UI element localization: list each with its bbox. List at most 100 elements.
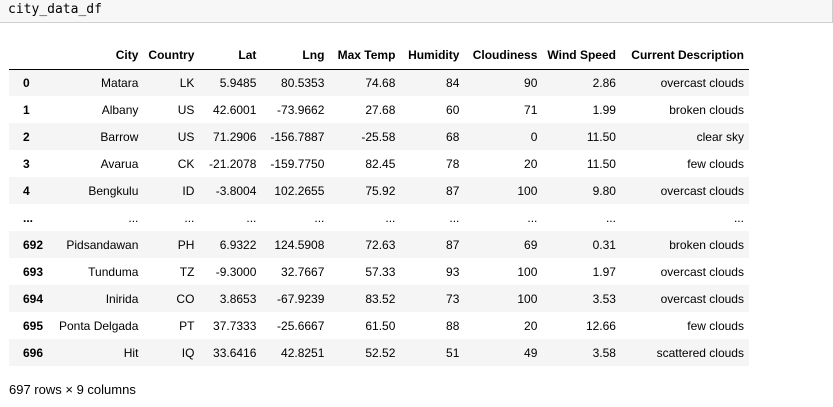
row-index: ... <box>23 210 34 225</box>
table-cell: scattered clouds <box>656 345 744 360</box>
row-index: 3 <box>23 156 30 171</box>
table-cell: 75.92 <box>365 183 396 198</box>
table-cell: 84 <box>446 75 460 90</box>
table-cell: Barrow <box>100 129 139 144</box>
table-cell: 61.50 <box>365 318 396 333</box>
table-cell: PH <box>177 237 195 252</box>
table-cell: 37.7333 <box>213 318 257 333</box>
table-cell: 3.53 <box>592 291 616 306</box>
table-cell: 80.5353 <box>281 75 325 90</box>
table-cell: few clouds <box>687 318 744 333</box>
dataframe-table: City Country Lat Lng Max Temp Humidity Cloudin… <box>9 42 749 366</box>
table-cell: 33.6416 <box>213 345 257 360</box>
table-cell: 100 <box>517 291 538 306</box>
table-cell: Pidsandawan <box>66 237 139 252</box>
row-index: 696 <box>23 345 44 360</box>
table-cell: ... <box>246 210 257 225</box>
table-cell: ... <box>128 210 139 225</box>
table-cell: LK <box>179 75 195 90</box>
table-cell: 2.86 <box>592 75 616 90</box>
table-cell: 12.66 <box>585 318 616 333</box>
table-cell: 11.50 <box>586 129 616 144</box>
header-row: City Country Lat Lng Max Temp Humidity Cloudin… <box>9 42 749 70</box>
code-cell[interactable]: city_data_df <box>0 0 833 23</box>
table-cell: 11.50 <box>586 156 616 171</box>
table-cell: 42.6001 <box>213 102 257 117</box>
table-body: 0 Matara LK 5.9485 80.5353 74.68 84 90 2.86 overc… <box>9 69 749 366</box>
table-cell: 5.9485 <box>219 75 257 90</box>
table-row: 693 Tunduma TZ -9.3000 32.7667 57.33 93 100 1.97… <box>9 258 749 285</box>
table-cell: overcast clouds <box>660 291 744 306</box>
table-cell: 42.8251 <box>281 345 325 360</box>
table-cell: ... <box>385 210 396 225</box>
table-row: 3 Avarua CK -21.2078 -159.7750 82.45 78 20 11.50… <box>9 150 749 177</box>
table-cell: Avarua <box>100 156 139 171</box>
table-cell: ... <box>605 210 616 225</box>
table-cell: 6.9322 <box>219 237 257 252</box>
table-cell: Bengkulu <box>88 183 139 198</box>
table-cell: 49 <box>524 345 538 360</box>
table-cell: 124.5908 <box>274 237 325 252</box>
table-cell: broken clouds <box>669 102 744 117</box>
table-cell: 3.58 <box>592 345 616 360</box>
column-header: Lat <box>199 42 262 70</box>
table-cell: 57.33 <box>365 264 396 279</box>
table-cell: -156.7887 <box>270 129 325 144</box>
table-cell: 68 <box>446 129 460 144</box>
table-cell: overcast clouds <box>660 183 744 198</box>
table-row: 695 Ponta Delgada PT 37.7333 -25.6667 61.50 88… <box>9 312 749 339</box>
table-cell: Inirida <box>105 291 139 306</box>
table-cell: ID <box>182 183 195 198</box>
table-cell: CO <box>176 291 195 306</box>
table-cell: TZ <box>179 264 195 279</box>
table-cell: ... <box>184 210 195 225</box>
table-cell: overcast clouds <box>660 75 744 90</box>
table-cell: ... <box>449 210 460 225</box>
table-cell: 0.31 <box>592 237 616 252</box>
row-index: 692 <box>23 237 44 252</box>
table-cell: 82.45 <box>365 156 396 171</box>
dataframe-shape: 697 rows × 9 columns <box>9 382 136 397</box>
table-cell: 87 <box>446 237 460 252</box>
column-header: City <box>54 42 144 70</box>
table-cell: 73 <box>446 291 460 306</box>
column-header: Humidity <box>400 42 465 70</box>
table-cell: -21.2078 <box>209 156 257 171</box>
table-cell: 27.68 <box>365 102 396 117</box>
table-cell: 69 <box>524 237 538 252</box>
table-cell: PT <box>179 318 195 333</box>
table-cell: overcast clouds <box>660 264 744 279</box>
table-row: 0 Matara LK 5.9485 80.5353 74.68 84 90 2.86 overc… <box>9 69 749 96</box>
table-cell: Matara <box>101 75 139 90</box>
table-cell: ... <box>527 210 538 225</box>
table-cell: 1.99 <box>592 102 616 117</box>
row-index: 4 <box>23 183 30 198</box>
table-cell: clear sky <box>696 129 744 144</box>
table-cell: 74.68 <box>365 75 396 90</box>
row-index: 694 <box>23 291 44 306</box>
table-cell: 20 <box>524 156 538 171</box>
table-cell: -9.3000 <box>215 264 257 279</box>
row-index: 695 <box>23 318 44 333</box>
table-cell: Hit <box>123 345 139 360</box>
table-header: City Country Lat Lng Max Temp Humidity Cloudin… <box>9 42 749 70</box>
row-index: 2 <box>23 129 30 144</box>
table-cell: -25.6667 <box>277 318 325 333</box>
table-row: 694 Inirida CO 3.8653 -67.9239 83.52 73 100 3.53… <box>9 285 749 312</box>
table-cell: -159.7750 <box>270 156 325 171</box>
row-index: 1 <box>23 102 30 117</box>
table-cell: 78 <box>446 156 460 171</box>
table-cell: 72.63 <box>365 237 396 252</box>
column-header: Max Temp <box>329 42 401 70</box>
table-cell: 100 <box>517 183 538 198</box>
table-row: 1 Albany US 42.6001 -73.9662 27.68 60 71 1.99 bro… <box>9 96 749 123</box>
table-cell: 100 <box>517 264 538 279</box>
column-header: Wind Speed <box>542 42 621 70</box>
table-cell: -67.9239 <box>277 291 325 306</box>
column-header: Current Description <box>620 42 749 70</box>
table-cell: -73.9662 <box>277 102 325 117</box>
table-cell: 3.8653 <box>219 291 257 306</box>
table-cell: 88 <box>446 318 460 333</box>
table-cell: IQ <box>181 345 195 360</box>
table-row: 696 Hit IQ 33.6416 42.8251 52.52 51 49 3.58 scatt… <box>9 339 749 366</box>
